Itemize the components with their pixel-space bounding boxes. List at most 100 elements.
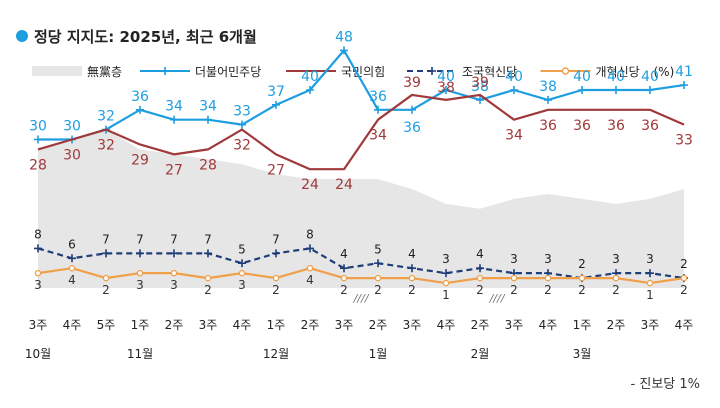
data-label: 40 [573, 69, 591, 85]
data-label: 7 [170, 232, 178, 246]
series-line [37, 93, 685, 171]
data-point [204, 274, 212, 282]
data-label: 34 [199, 99, 217, 115]
data-label: 4 [476, 247, 484, 261]
data-label: 2 [476, 283, 484, 297]
data-point [170, 269, 178, 277]
legend-label: 無黨층 [87, 64, 122, 79]
data-label: 2 [204, 283, 212, 297]
x-tick-label: 3주 [641, 318, 660, 332]
data-point [680, 81, 688, 90]
data-point [170, 115, 178, 124]
month-label: 3월 [573, 347, 592, 361]
legend-unit: (%) [654, 65, 675, 79]
data-point [306, 86, 314, 94]
title-bullet-icon [16, 30, 28, 42]
data-label: 2 [340, 283, 348, 297]
data-label: 2 [612, 283, 620, 297]
x-tick-label: 1주 [267, 318, 286, 332]
x-tick-label: 4주 [63, 318, 82, 332]
data-label: 40 [607, 69, 625, 85]
data-label: 29 [131, 152, 149, 168]
data-label: 40 [437, 69, 455, 85]
data-point [68, 264, 76, 272]
data-label: 24 [335, 177, 353, 193]
gap-marker: //// [353, 292, 370, 305]
data-point [544, 274, 552, 282]
data-point [204, 249, 212, 258]
data-point [272, 100, 280, 109]
data-point [442, 279, 450, 287]
data-label: 1 [442, 288, 450, 302]
data-point [136, 269, 144, 277]
data-point [408, 105, 416, 114]
data-point [408, 274, 416, 282]
data-label: 2 [578, 283, 586, 297]
data-label: 37 [267, 84, 285, 100]
data-label: 40 [641, 69, 659, 85]
data-point [238, 259, 246, 268]
data-label: 34 [165, 99, 183, 115]
data-label: 36 [539, 118, 557, 134]
data-point [646, 279, 654, 287]
data-label: 4 [68, 273, 76, 287]
x-tick-label: 3주 [199, 318, 218, 332]
data-label: 38 [471, 79, 489, 95]
legend-item: 無黨층 [32, 64, 122, 79]
data-point [238, 120, 246, 129]
data-label: 3 [612, 252, 620, 266]
data-point [442, 86, 450, 94]
x-tick-label: 2주 [301, 318, 320, 332]
series-line [37, 267, 685, 285]
data-label: 32 [97, 109, 115, 125]
data-label: 36 [573, 118, 591, 134]
data-label: 8 [306, 227, 314, 241]
month-label: 10월 [25, 347, 51, 361]
data-label: 3 [646, 252, 654, 266]
data-label: 36 [369, 89, 387, 105]
chart-title: 정당 지지도: 2025년, 최근 6개월 [34, 28, 257, 46]
x-tick-label: 1주 [573, 318, 592, 332]
legend-item: 조국혁신당 [407, 65, 517, 79]
x-tick-label: 3주 [335, 318, 354, 332]
data-point [612, 274, 620, 282]
data-point [340, 46, 348, 55]
data-label: 33 [233, 104, 251, 120]
data-label: 2 [102, 283, 110, 297]
data-label: 2 [408, 283, 416, 297]
data-label: 38 [539, 79, 557, 95]
data-label: 34 [369, 128, 387, 144]
data-label: 2 [680, 257, 688, 271]
legend-marker [428, 67, 436, 75]
footnote: - 진보당 1% [631, 377, 700, 392]
data-label: 6 [68, 237, 76, 251]
legend-marker [561, 67, 570, 75]
data-point [136, 105, 144, 114]
data-label: 27 [165, 162, 183, 178]
data-point [170, 249, 178, 258]
x-tick-label: 3주 [403, 318, 422, 332]
x-tick-label: 4주 [539, 318, 558, 332]
month-label: 11월 [127, 347, 153, 361]
x-tick-label: 2주 [471, 318, 490, 332]
data-label: 30 [63, 148, 81, 164]
x-tick-label: 2주 [165, 318, 184, 332]
data-point [408, 264, 416, 273]
gap-marker: //// [489, 292, 506, 305]
data-point [306, 264, 314, 272]
legend: 無黨층 더불어민주당 국민의힘 조국혁신당 개혁신당 (%) [32, 64, 674, 79]
data-label: 3 [238, 278, 246, 292]
data-label: 28 [29, 157, 47, 173]
x-tick-label: 5주 [97, 318, 116, 332]
x-tick-label: 1주 [131, 318, 150, 332]
data-label: 48 [335, 29, 353, 45]
data-point [374, 274, 382, 282]
legend-swatch [32, 66, 82, 76]
data-label: 27 [267, 162, 285, 178]
legend-label: 조국혁신당 [462, 65, 517, 79]
data-label: 38 [437, 80, 455, 96]
data-point [510, 86, 518, 94]
